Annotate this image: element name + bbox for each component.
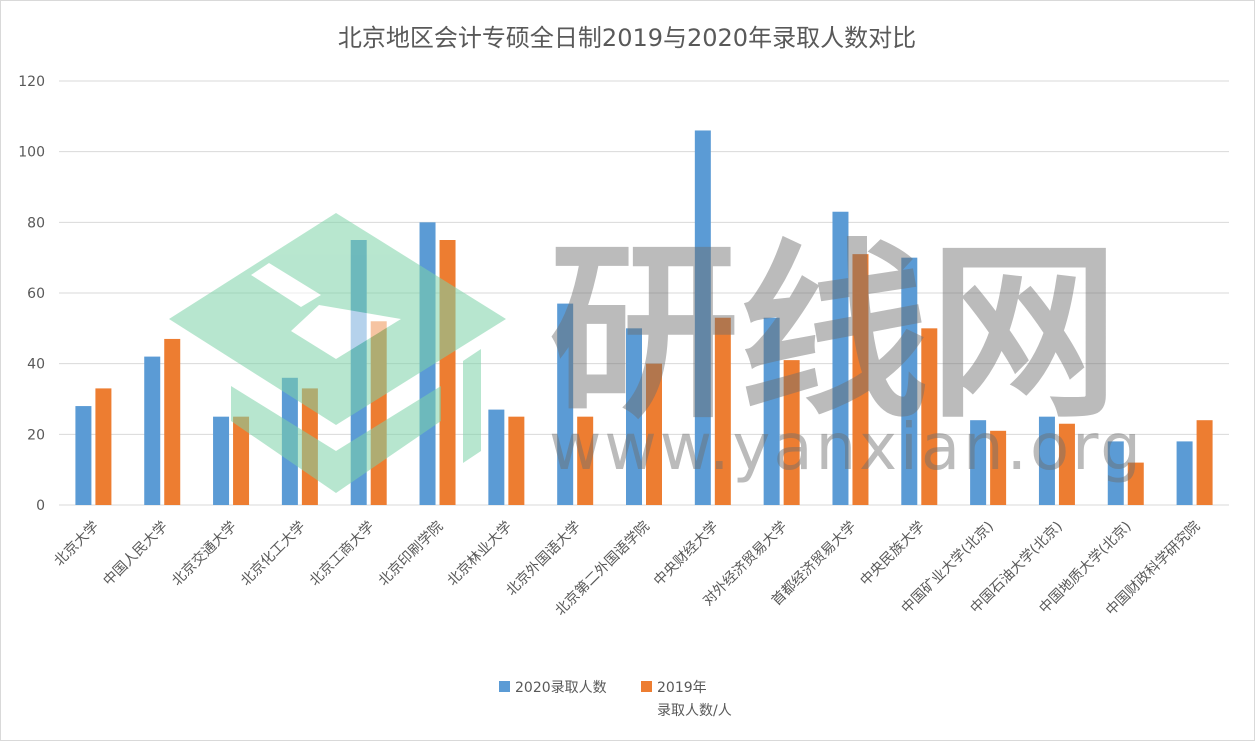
watermark-logo-icon bbox=[169, 213, 506, 493]
bar-2020 bbox=[1176, 441, 1193, 505]
bar-2020 bbox=[1107, 441, 1124, 505]
x-category-label: 北京化工大学 bbox=[238, 519, 309, 590]
legend-label-2019-line2: 录取人数/人 bbox=[657, 703, 732, 719]
legend-label-2020: 2020录取人数 bbox=[515, 680, 607, 696]
bar-2019 bbox=[852, 254, 869, 505]
bar-2020 bbox=[832, 211, 849, 505]
chart-title: 北京地区会计专硕全日制2019与2020年录取人数对比 bbox=[338, 24, 916, 52]
bar-2019 bbox=[646, 363, 662, 505]
watermark: 研线网 www.yanxian.org bbox=[169, 213, 1144, 493]
watermark-url: www.yanxian.org bbox=[549, 411, 1144, 485]
legend-swatch-2019 bbox=[641, 681, 652, 692]
bar-2020 bbox=[1038, 416, 1055, 505]
legend-swatch-2020 bbox=[499, 681, 510, 692]
x-category-label: 北京交通大学 bbox=[168, 518, 239, 589]
bar-2019 bbox=[577, 416, 594, 505]
bar-2020 bbox=[694, 130, 711, 505]
x-category-label: 中央民族大学 bbox=[857, 519, 928, 590]
y-tick-label: 0 bbox=[36, 498, 45, 514]
watermark-brand: 研线网 bbox=[549, 223, 1119, 444]
bar-2019 bbox=[1127, 462, 1144, 505]
bar-2020 bbox=[557, 303, 574, 505]
y-tick-label: 100 bbox=[18, 145, 45, 161]
bar-2019 bbox=[164, 338, 181, 505]
bar-2019 bbox=[714, 317, 731, 505]
bar-2020 bbox=[144, 356, 161, 505]
bar-2020 bbox=[75, 406, 92, 505]
x-category-label: 北京工商大学 bbox=[307, 519, 378, 590]
x-category-label: 中央财经大学 bbox=[651, 519, 722, 590]
y-tick-label: 60 bbox=[27, 286, 45, 302]
x-category-label: 中国人民大学 bbox=[100, 519, 171, 590]
bar-2019 bbox=[990, 430, 1007, 505]
bar-2019 bbox=[1058, 423, 1075, 505]
y-tick-label: 120 bbox=[18, 74, 45, 90]
bar-2019 bbox=[1196, 420, 1213, 505]
y-tick-label: 40 bbox=[27, 357, 45, 373]
bar-2019 bbox=[508, 416, 525, 505]
bar-2020 bbox=[488, 409, 505, 505]
bar-2019 bbox=[921, 328, 938, 505]
bar-2019 bbox=[783, 360, 800, 505]
y-tick-label: 80 bbox=[27, 215, 45, 231]
legend: 2020录取人数 2019年 录取人数/人 bbox=[499, 680, 732, 719]
bar-2020 bbox=[970, 420, 987, 505]
bar-2019 bbox=[95, 388, 112, 505]
y-axis-ticks: 0 20 40 60 80 100 120 bbox=[18, 74, 45, 514]
legend-label-2019-line1: 2019年 bbox=[657, 680, 707, 696]
x-category-label: 北京林业大学 bbox=[444, 519, 515, 590]
y-tick-label: 20 bbox=[27, 427, 45, 443]
bar-2020 bbox=[901, 257, 918, 505]
bar-2020 bbox=[626, 328, 642, 505]
bar-2020 bbox=[213, 416, 230, 505]
bar-2019 bbox=[233, 416, 250, 505]
x-category-label: 北京印刷学院 bbox=[376, 519, 447, 590]
bar-2020 bbox=[763, 317, 780, 505]
x-axis-category-labels: 北京大学中国人民大学北京交通大学北京化工大学北京工商大学北京印刷学院北京林业大学… bbox=[51, 518, 1203, 619]
x-category-label: 北京大学 bbox=[51, 519, 102, 570]
